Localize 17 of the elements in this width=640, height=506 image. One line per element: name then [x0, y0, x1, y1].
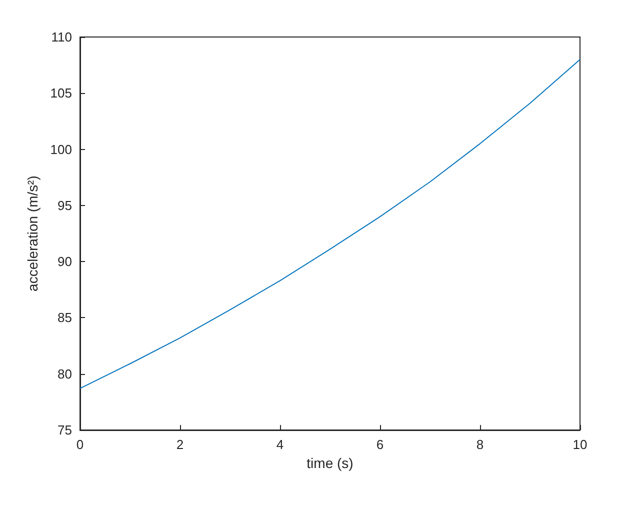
y-tick-label: 90 [58, 254, 72, 270]
y-tick-label: 85 [58, 310, 72, 326]
x-tick-label: 2 [176, 437, 184, 452]
x-tick-label: 8 [476, 437, 484, 452]
x-axis-title: time (s) [306, 454, 354, 471]
x-tick-label: 4 [276, 437, 284, 452]
y-axis-title: acceleration (m/s²) [24, 176, 40, 292]
x-tick-label: 6 [376, 437, 384, 452]
y-tick-label: 95 [58, 198, 72, 213]
x-tick-label: 0 [76, 437, 84, 452]
y-tick-label: 105 [50, 86, 72, 101]
y-tick-label: 80 [58, 366, 72, 382]
y-tick-label: 110 [51, 30, 72, 44]
y-tick-label: 100 [50, 142, 72, 157]
x-tick-label: 10 [572, 437, 588, 452]
line-series [80, 58, 580, 389]
y-tick-label: 75 [58, 422, 72, 438]
